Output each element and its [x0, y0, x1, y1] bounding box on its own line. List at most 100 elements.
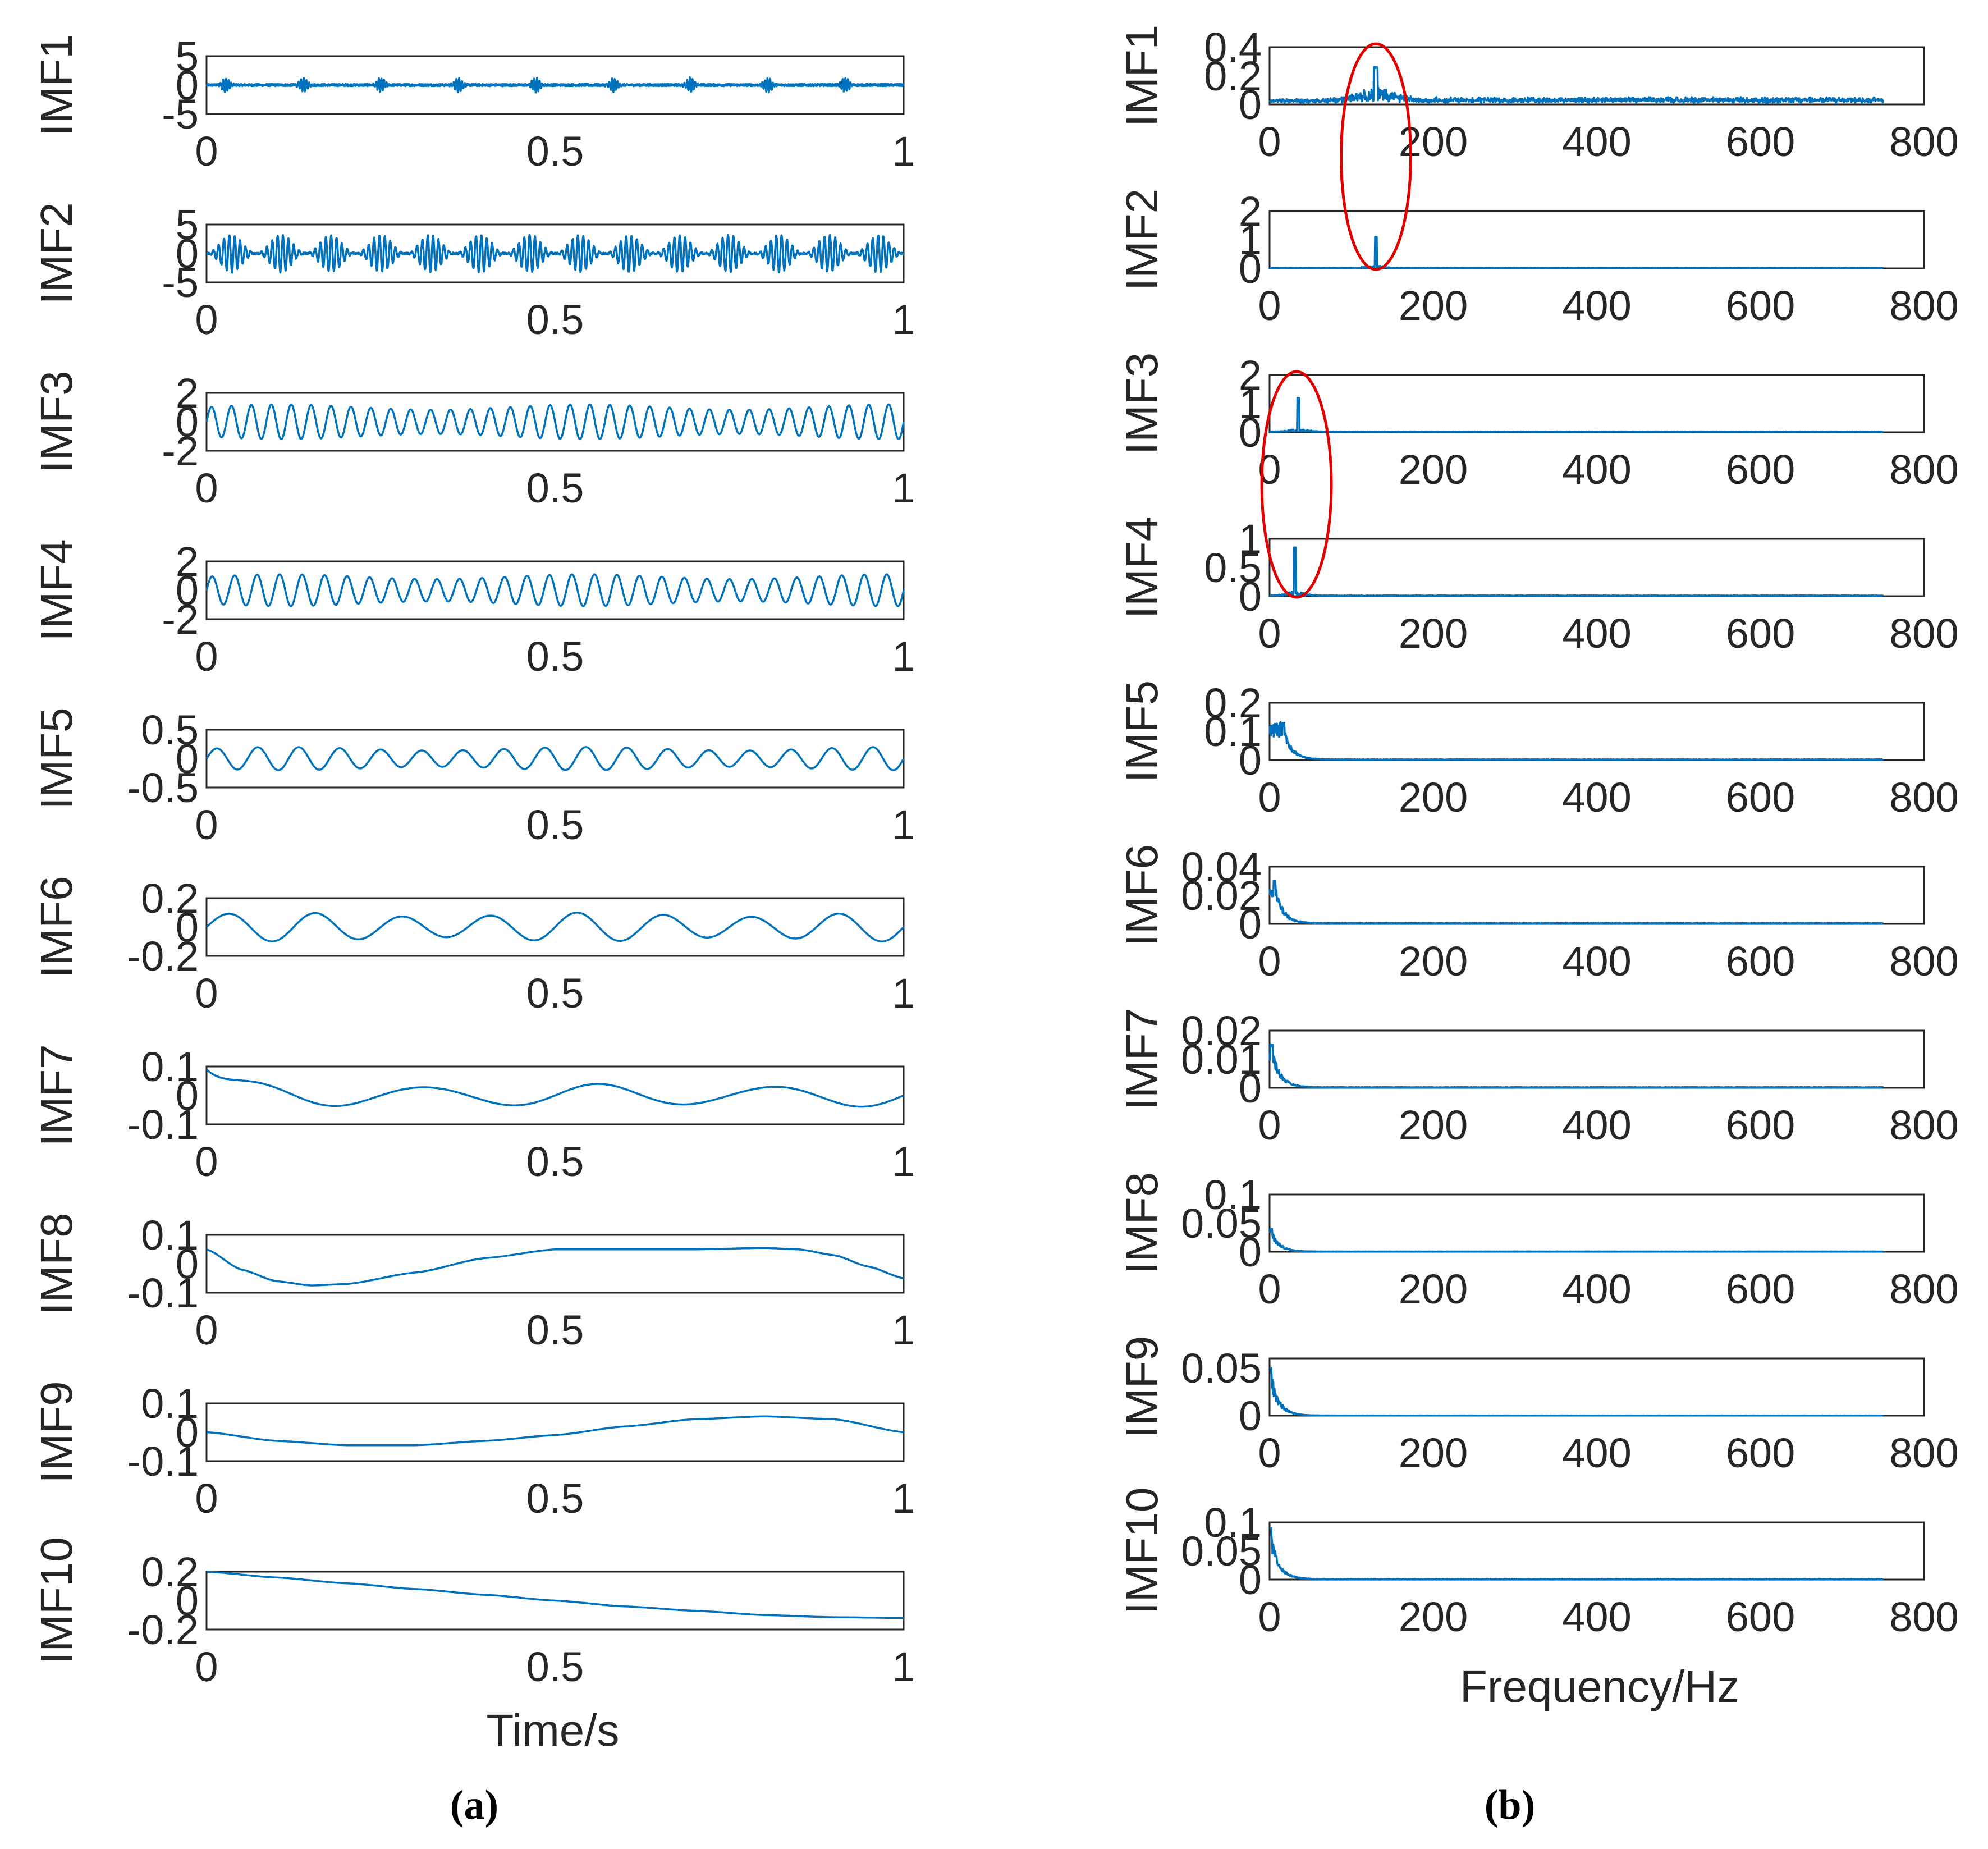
time-xtick-label: 0.5 [526, 1307, 584, 1353]
freq-ylabel-imf8: IMF8 [1117, 1172, 1167, 1274]
freq-xtick-label: 600 [1726, 774, 1795, 821]
freq-ytick-label: 0 [1239, 245, 1262, 292]
time-xtick-label: 0 [195, 128, 218, 175]
time-ytick-label: 0 [176, 399, 199, 446]
freq-ytick-label: 0.04 [1181, 844, 1262, 890]
freq-ylabel-imf2: IMF2 [1117, 189, 1167, 291]
freq-xtick-label: 200 [1399, 938, 1468, 985]
freq-xtick-label: 200 [1399, 1266, 1468, 1312]
time-ytick-label: 0 [176, 736, 199, 782]
time-ytick-label: 0.5 [141, 707, 199, 753]
freq-xtick-label: 0 [1258, 118, 1281, 165]
freq-ytick-label: 2 [1239, 352, 1262, 399]
time-xtick-label: 0 [195, 1644, 218, 1690]
time-xtick-label: 1 [892, 128, 915, 175]
freq-ylabel-imf10: IMF10 [1117, 1488, 1167, 1615]
time-ytick-label: 0 [176, 62, 199, 109]
freq-xtick-label: 0 [1258, 1594, 1281, 1640]
freq-ytick-label: 0.01 [1181, 1036, 1262, 1083]
time-xtick-label: 0 [195, 633, 218, 680]
freq-ytick-label: 0.02 [1181, 1008, 1262, 1054]
time-trace-imf2 [205, 234, 905, 274]
time-ytick-label: -0.1 [127, 1438, 199, 1485]
freq-xtick-label: 600 [1726, 610, 1795, 657]
freq-ytick-label: 0 [1239, 573, 1262, 620]
freq-ytick-label: 0.05 [1181, 1528, 1262, 1575]
time-ytick-label: -0.1 [127, 1270, 199, 1316]
freq-trace-imf9 [1268, 1367, 1884, 1417]
time-ytick-label: 2 [176, 538, 199, 585]
freq-ytick-label: 0 [1239, 901, 1262, 948]
freq-xtick-label: 400 [1562, 1594, 1631, 1640]
freq-ylabel-imf5: IMF5 [1117, 680, 1167, 782]
freq-xtick-label: 800 [1889, 1102, 1958, 1148]
freq-xtick-label: 600 [1726, 1594, 1795, 1640]
freq-ytick-label: 2 [1239, 188, 1262, 235]
time-ytick-label: 0 [176, 1409, 199, 1456]
freq-trace-imf3 [1268, 397, 1884, 433]
time-xtick-label: 0.5 [526, 1644, 584, 1690]
freq-xtick-label: 600 [1726, 1102, 1795, 1148]
freq-xtick-label: 0 [1258, 1266, 1281, 1312]
freq-xtick-label: 400 [1562, 446, 1631, 493]
time-ytick-label: 0 [176, 567, 199, 614]
time-xtick-label: 1 [892, 802, 915, 848]
time-ytick-label: 0.2 [141, 875, 199, 922]
time-xtick-label: 0 [195, 802, 218, 848]
freq-xtick-label: 200 [1399, 1102, 1468, 1148]
freq-xtick-label: 0 [1258, 1430, 1281, 1476]
time-ylabel-imf2: IMF2 [31, 202, 81, 304]
freq-axes-box [1268, 374, 1925, 433]
time-ytick-label: 0.1 [141, 1044, 199, 1090]
time-ytick-label: -0.1 [127, 1101, 199, 1148]
freq-ylabel-imf9: IMF9 [1117, 1336, 1167, 1438]
freq-ylabel-imf6: IMF6 [1117, 844, 1167, 946]
time-xtick-label: 0 [195, 1475, 218, 1522]
time-xtick-label: 0.5 [526, 970, 584, 1017]
freq-ytick-label: 0 [1239, 1557, 1262, 1603]
time-xtick-label: 0.5 [526, 1475, 584, 1522]
freq-xtick-label: 400 [1562, 774, 1631, 821]
freq-ylabel-imf7: IMF7 [1117, 1008, 1167, 1110]
freq-xtick-label: 600 [1726, 938, 1795, 985]
freq-ytick-label: 0 [1239, 1065, 1262, 1111]
freq-trace-imf8 [1268, 1228, 1884, 1253]
time-xtick-label: 0 [195, 296, 218, 343]
time-trace-imf5 [205, 746, 905, 771]
freq-ylabel-imf1: IMF1 [1117, 25, 1167, 127]
freq-axes-box [1268, 1029, 1925, 1089]
freq-axes-box [1268, 702, 1925, 761]
time-ylabel-imf3: IMF3 [31, 370, 81, 473]
freq-ytick-label: 0 [1239, 1229, 1262, 1275]
freq-ytick-label: 0.05 [1181, 1200, 1262, 1247]
freq-xtick-label: 800 [1889, 938, 1958, 985]
time-trace-imf10 [206, 1571, 904, 1619]
time-ytick-label: -0.2 [127, 1607, 199, 1653]
freq-trace-imf4 [1268, 546, 1884, 597]
freq-ytick-label: 0.1 [1204, 708, 1262, 755]
freq-xtick-label: 200 [1399, 446, 1468, 493]
time-ytick-label: -5 [162, 259, 199, 306]
time-xtick-label: 0 [195, 970, 218, 1017]
freq-ytick-label: 0.1 [1204, 1171, 1262, 1218]
freq-xtick-label: 0 [1258, 282, 1281, 329]
peak-highlight-ellipse [1260, 370, 1333, 599]
time-xtick-label: 1 [892, 1475, 915, 1522]
freq-ytick-label: 1 [1239, 516, 1262, 562]
time-ytick-label: 0.1 [141, 1380, 199, 1427]
freq-xtick-label: 0 [1258, 610, 1281, 657]
time-xtick-label: 0.5 [526, 465, 584, 511]
time-axes-box [205, 1402, 905, 1462]
time-trace-imf3 [205, 403, 905, 441]
freq-xtick-label: 200 [1399, 282, 1468, 329]
